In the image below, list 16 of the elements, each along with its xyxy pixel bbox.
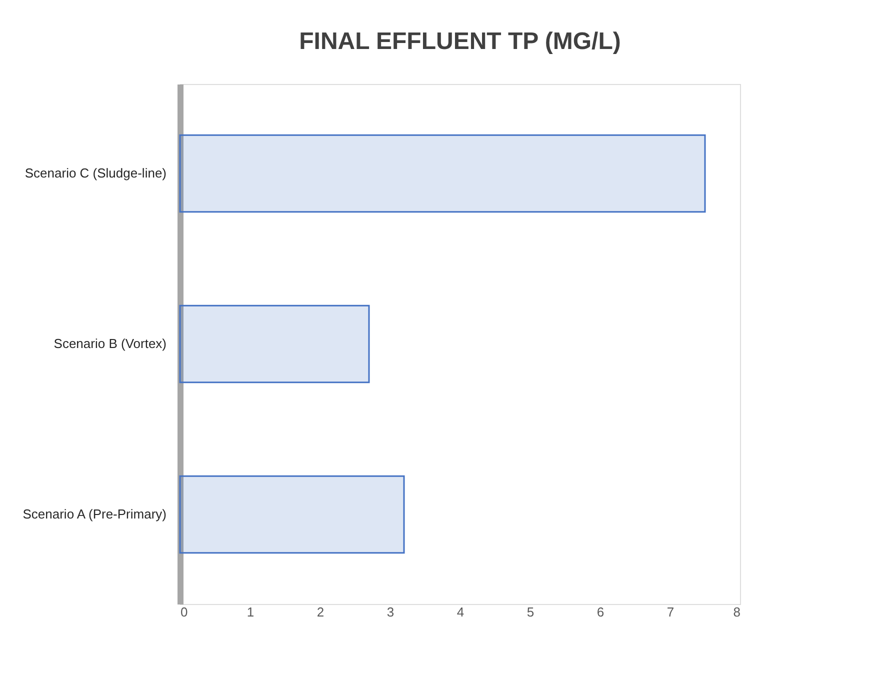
y-tick-label: Scenario B (Vortex) [54,336,166,351]
y-tick-label: Scenario A (Pre-Primary) [22,506,166,522]
bar [179,134,706,213]
bar [179,304,370,384]
x-tick-label: 3 [386,604,394,620]
x-tick-label: 4 [456,604,464,620]
x-tick-label: 2 [316,604,324,620]
x-tick-label: 0 [180,604,188,620]
x-tick-label: 7 [666,604,674,620]
chart-title: FINAL EFFLUENT TP (MG/L) [299,28,621,55]
bar [179,475,405,554]
x-tick-label: 6 [596,604,604,620]
x-tick-label: 5 [526,604,534,620]
x-tick-label: 8 [733,604,740,620]
y-tick-label: Scenario C (Sludge-line) [24,166,166,181]
x-tick-label: 1 [246,604,254,620]
